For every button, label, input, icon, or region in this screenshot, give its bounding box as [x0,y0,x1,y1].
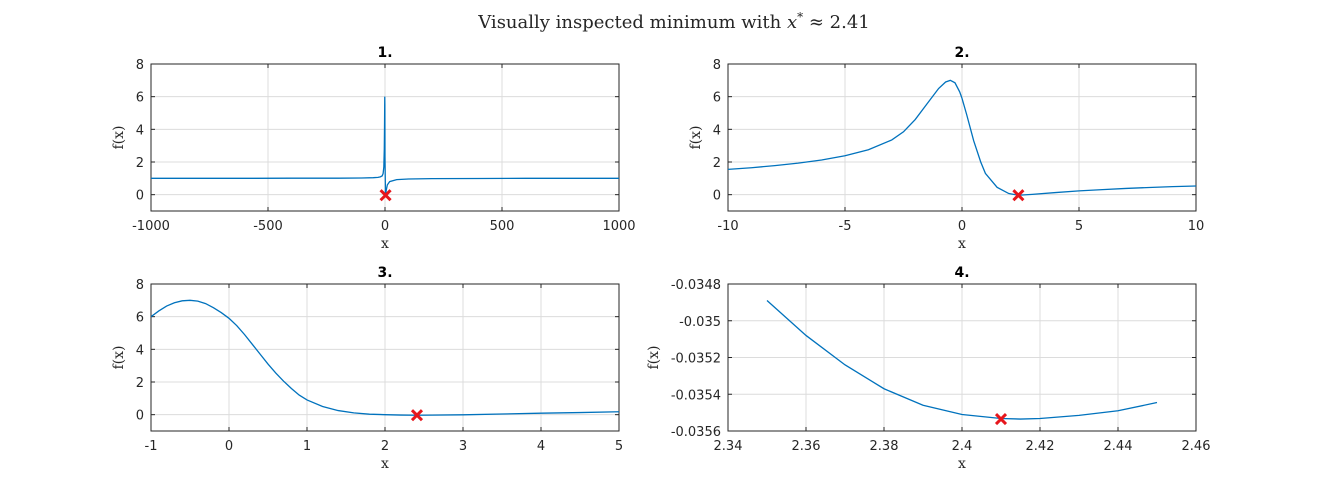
subplot-title: 4. [954,265,969,281]
y-tick-label: 6 [136,91,144,106]
series-line [151,96,619,198]
x-tick-label: -1 [145,439,158,454]
x-axis-label: x [381,236,389,252]
y-tick-label: 2 [136,376,144,391]
y-tick-label: 0 [713,189,721,204]
x-tick-label: 2.34 [714,439,743,454]
x-tick-label: 2.42 [1026,439,1055,454]
suptitle-superscript: * [797,10,803,24]
y-axis-label: f(x) [688,125,704,149]
figure-suptitle: Visually inspected minimum with x* ≈ 2.4… [477,10,869,33]
y-tick-label: 4 [136,123,144,138]
x-tick-label: 2.44 [1104,439,1133,454]
x-tick-label: 5 [615,439,623,454]
y-tick-label: 8 [136,58,144,73]
x-tick-label: 3 [459,439,467,454]
x-tick-label: 2 [381,439,389,454]
y-tick-label: 2 [713,156,721,171]
y-tick-label: -0.0354 [671,388,721,403]
x-tick-label: 5 [1075,219,1083,234]
suptitle-rest: ≈ 2.41 [803,12,870,33]
axes-frame [150,283,620,432]
x-axis-label: x [958,236,966,252]
x-tick-label: -10 [717,219,738,234]
x-axis-label: x [381,456,389,472]
x-tick-label: 500 [490,219,515,234]
subplot-title: 2. [954,45,969,61]
x-tick-label: 0 [225,439,233,454]
x-tick-label: -1000 [132,219,170,234]
y-tick-label: 8 [713,58,721,73]
y-tick-label: 2 [136,156,144,171]
y-tick-label: 4 [136,343,144,358]
x-tick-label: 0 [958,219,966,234]
minimum-marker [994,412,1008,426]
y-tick-label: -0.0348 [671,278,721,293]
series-line [151,299,619,416]
y-tick-label: 0 [136,189,144,204]
y-axis-label: f(x) [111,125,127,149]
y-axis-label: f(x) [646,345,662,369]
x-tick-label: 2.38 [870,439,899,454]
y-tick-label: 8 [136,278,144,293]
minimum-marker [1012,189,1025,202]
y-tick-label: -0.0356 [671,425,721,440]
y-axis-label: f(x) [111,345,127,369]
x-tick-label: 1000 [602,219,635,234]
subplot-title: 1. [377,45,392,61]
suptitle-variable: x [787,12,797,33]
x-tick-label: -5 [839,219,852,234]
y-tick-label: 6 [713,91,721,106]
subplot-1: -1000 -500 0 500 1000 0 2 4 6 8 1. x f(x) [111,45,636,252]
x-axis-label: x [958,456,966,472]
x-tick-label: 2.4 [952,439,973,454]
x-tick-label: 0 [381,219,389,234]
y-tick-label: 0 [136,409,144,424]
x-tick-label: 2.36 [792,439,821,454]
axes-frame [727,63,1197,212]
series-line [728,79,1196,196]
minimum-marker [379,189,392,202]
axes-frame [150,63,620,212]
subplot-4: 2.34 2.36 2.38 2.4 2.42 2.44 2.46 -0.0356 -0.035… [646,265,1210,472]
series-line [766,300,1158,420]
y-tick-label: 6 [136,311,144,326]
minimum-marker [410,409,424,422]
subplot-title: 3. [377,265,392,281]
x-tick-label: 2.46 [1182,439,1211,454]
x-tick-label: -500 [253,219,283,234]
y-tick-label: 4 [713,123,721,138]
x-tick-label: 4 [537,439,545,454]
suptitle-prefix: Visually inspected minimum with [477,12,787,33]
axes-frame [727,283,1197,432]
y-tick-label: -0.0352 [671,352,721,367]
subplot-2: -10 -5 0 5 10 0 2 4 6 8 2. x f(x) [688,45,1204,252]
y-tick-label: -0.035 [679,315,721,330]
x-tick-label: 1 [303,439,311,454]
x-tick-label: 10 [1188,219,1205,234]
